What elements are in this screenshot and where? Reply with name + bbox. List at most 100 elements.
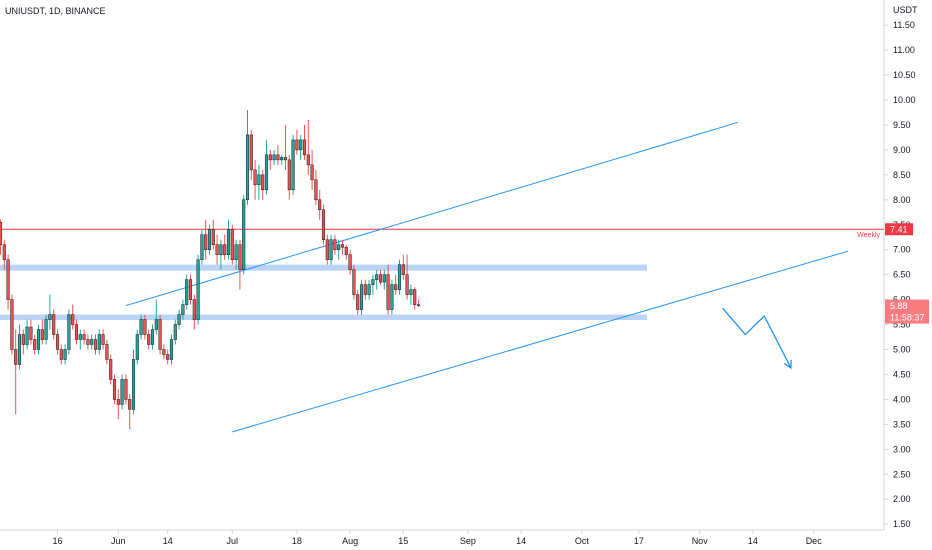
candle (181, 299, 185, 320)
price-axis-unit: USDT (893, 5, 918, 15)
candle-body (101, 334, 105, 345)
candle (25, 319, 29, 350)
candle-body (276, 154, 280, 161)
candle (215, 234, 219, 265)
chart-title: UNIUSDT, 1D, BINANCE (5, 6, 106, 16)
candle-body (272, 154, 276, 161)
candle (295, 129, 299, 155)
candle (321, 204, 326, 245)
price-tick-label: 2.00 (893, 494, 911, 504)
time-tick-label: Sep (460, 536, 476, 546)
candle (359, 279, 364, 315)
price-tick-label: 3.00 (893, 444, 911, 454)
candle (188, 274, 193, 305)
candle-body (105, 344, 109, 360)
candle (29, 319, 33, 345)
candle-body (306, 154, 310, 166)
candle (196, 254, 200, 325)
candle (245, 109, 250, 205)
support-resistance-zones (0, 264, 647, 321)
candle (36, 324, 41, 355)
candle-body (390, 284, 394, 310)
candle-body (162, 349, 166, 355)
candle (131, 349, 136, 415)
candle-body (416, 304, 421, 306)
price-tick-label: 1.50 (893, 519, 911, 529)
candle (291, 134, 295, 195)
candle (413, 287, 417, 310)
projection-path (722, 307, 792, 369)
candle-body (55, 334, 60, 350)
candle-body (230, 229, 234, 260)
candle-body (67, 314, 71, 350)
candle-body (249, 134, 253, 171)
candle-body (177, 314, 181, 325)
candle (283, 124, 288, 170)
candle-body (310, 164, 314, 181)
candle (386, 264, 390, 315)
price-axis[interactable]: 11.5011.0010.5010.009.509.008.508.007.50… (884, 20, 916, 529)
candle-body (295, 139, 299, 151)
candle (2, 239, 6, 270)
candle (101, 329, 105, 350)
candle (257, 164, 261, 200)
candle-body (226, 229, 231, 255)
candle-body (36, 329, 41, 350)
candle (166, 349, 170, 365)
candle (348, 249, 352, 275)
candle-body (211, 229, 215, 245)
candle-body (340, 244, 345, 248)
candle (116, 389, 120, 420)
candle (280, 154, 284, 165)
candle-body (173, 324, 177, 340)
candle-body (325, 239, 329, 260)
candle-body (280, 157, 284, 161)
candle (6, 254, 10, 310)
candle (67, 309, 71, 355)
candle (234, 239, 238, 270)
time-axis[interactable]: 16 Jun 14 Jul 18 Aug 15 Sep 14 Oct 17 Nov 14 Dec (52, 530, 822, 546)
candle-body (86, 339, 90, 345)
candle (276, 144, 280, 165)
candlestick-series (0, 109, 421, 430)
price-tick-label: 11.00 (893, 45, 915, 55)
candle (10, 294, 14, 355)
candle-body (63, 349, 67, 360)
price-tick-label: 5.00 (893, 345, 911, 355)
candle-body (82, 334, 86, 340)
time-tick-label: 16 (52, 536, 62, 546)
time-tick-label: Dec (806, 536, 823, 546)
candle (185, 274, 189, 310)
candle-body (352, 269, 356, 295)
candle (306, 119, 310, 175)
candle-body (40, 329, 44, 340)
candle (242, 194, 246, 275)
candle (230, 224, 234, 265)
candle (253, 159, 257, 200)
candle (352, 264, 356, 300)
candle (207, 224, 212, 255)
candle-body (378, 274, 383, 283)
trend-line-1 (125, 121, 738, 307)
candle-body (302, 139, 307, 156)
candle-body (14, 349, 18, 365)
candle-body (367, 284, 371, 295)
zone-band-1 (0, 264, 647, 271)
candle (310, 149, 314, 190)
candle (318, 189, 322, 220)
candle (109, 354, 113, 385)
candle-body (371, 279, 375, 285)
candle (223, 234, 227, 260)
trend-line-2 (232, 250, 849, 433)
candle-body (44, 319, 48, 340)
last-price-label: 5.88 (890, 301, 908, 311)
candle-body (207, 229, 212, 250)
candle-body (139, 319, 143, 335)
time-tick-label: Jun (111, 536, 126, 546)
candle (44, 314, 48, 345)
weekly-price-label: 7.41 (890, 225, 908, 235)
candle (105, 339, 109, 365)
candle (71, 304, 75, 330)
candle-body (264, 154, 269, 191)
